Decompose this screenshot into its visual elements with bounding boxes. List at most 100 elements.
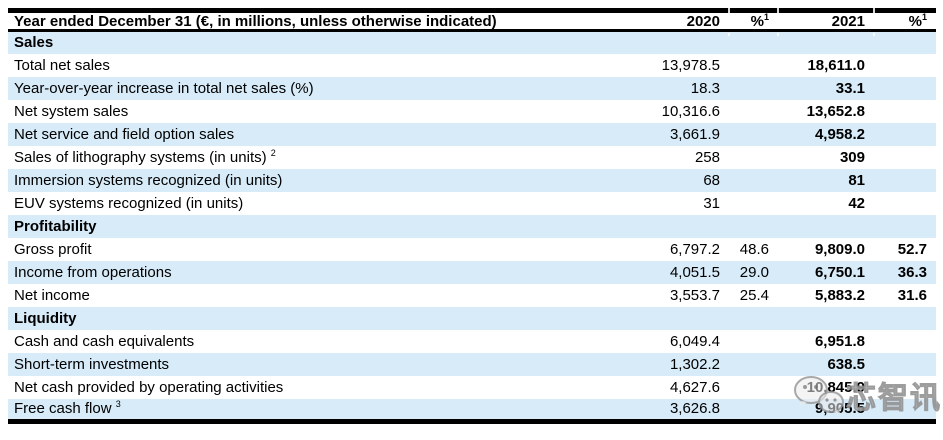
value-2021	[778, 214, 874, 238]
value-2021: 309	[839, 148, 865, 166]
pct-2020: 29.0	[729, 260, 778, 284]
value-2020: 3,626.8	[599, 398, 729, 424]
section-row: Liquidity	[8, 306, 936, 330]
value-2020: 6,797.2	[669, 240, 720, 258]
pct-2020	[729, 76, 778, 100]
pct-2020	[729, 122, 778, 146]
row-label: Liquidity	[8, 306, 599, 330]
pct-2021: 36.3	[874, 260, 936, 284]
value-2021: 9,905.5	[778, 398, 874, 424]
value-2021: 638.5	[778, 352, 874, 376]
pct-2021	[874, 122, 936, 146]
table-row: Total net sales 13,978.5 18,611.0	[8, 54, 936, 77]
value-2021: 18,611.0	[807, 56, 865, 74]
value-2021: 33.1	[778, 76, 874, 100]
value-2021: 13,652.8	[806, 102, 865, 120]
row-label: Net cash provided by operating activitie…	[14, 378, 284, 396]
value-2021: 10,845.9	[806, 378, 865, 396]
table-row: Net service and field option sales 3,661.…	[8, 122, 936, 146]
pct-2021: 31.6	[897, 286, 927, 304]
rule-gap	[873, 427, 875, 432]
value-2020: 6,049.4	[669, 332, 720, 350]
row-label: Total net sales	[14, 56, 110, 74]
footnote-marker: 3	[115, 399, 121, 410]
pct-2021	[874, 398, 936, 424]
pct-2020	[729, 214, 778, 238]
table-row: EUV systems recognized (in units) 31 42	[8, 192, 936, 215]
table-row: Sales of lithography systems (in units) …	[8, 146, 936, 169]
table-row: Year-over-year increase in total net sal…	[8, 76, 936, 100]
value-2021: 42	[848, 194, 865, 212]
pct-2021	[874, 330, 936, 353]
pct-2021	[874, 352, 936, 376]
header-period-label: Year ended December 31 (€, in millions, …	[8, 8, 599, 32]
pct-2020	[729, 376, 778, 399]
row-label: Cash and cash equivalents	[14, 332, 195, 350]
header-pct-text: %	[908, 12, 922, 30]
header-pct-text: %	[750, 12, 764, 30]
row-label: Net income	[14, 286, 90, 304]
table-row: Income from operations 4,051.5 29.0 6,750.1…	[8, 260, 936, 284]
header-2021-text: 2021	[831, 12, 865, 30]
value-2020	[599, 214, 729, 238]
footnote-marker: 1	[763, 11, 769, 22]
rule-gap	[873, 8, 875, 13]
table-row: Net system sales 10,316.6 13,652.8	[8, 100, 936, 123]
table-row: Short-term investments 1,302.2 638.5	[8, 352, 936, 376]
value-2020: 4,051.5	[599, 260, 729, 284]
value-2021: 6,750.1	[778, 260, 874, 284]
value-2020: 31	[703, 194, 720, 212]
value-2021: 5,883.2	[814, 286, 865, 304]
rule-gap	[777, 427, 779, 432]
pct-2020: 25.4	[739, 286, 769, 304]
header-col-2020: 2020	[599, 8, 729, 32]
value-2020: 3,661.9	[599, 122, 729, 146]
pct-2020	[729, 398, 778, 424]
value-2021: 81	[778, 168, 874, 192]
value-2020: 1,302.2	[599, 352, 729, 376]
pct-2021	[874, 214, 936, 238]
pct-2021	[874, 30, 936, 54]
value-2021	[778, 30, 874, 54]
pct-2021	[874, 146, 936, 169]
value-2021: 4,958.2	[778, 122, 874, 146]
pct-2020	[729, 100, 778, 123]
value-2020: 258	[694, 148, 720, 166]
table-header-row: Year ended December 31 (€, in millions, …	[8, 8, 936, 32]
pct-2021	[874, 192, 936, 215]
header-2020-text: 2020	[686, 12, 720, 30]
row-label: Sales	[8, 30, 599, 54]
table-row: Immersion systems recognized (in units) 6…	[8, 168, 936, 192]
row-label: Free cash flow 3	[8, 398, 599, 424]
rule-gap	[728, 427, 730, 432]
value-2020	[599, 306, 729, 330]
row-label: Profitability	[8, 214, 599, 238]
header-col-2021: 2021	[778, 8, 874, 32]
rule-gap	[728, 33, 730, 36]
pct-2021	[874, 100, 936, 123]
value-2020: 4,627.6	[669, 378, 720, 396]
rule-gap	[777, 33, 779, 36]
row-label: Sales of lithography systems (in units) …	[14, 147, 276, 166]
pct-2020	[729, 54, 778, 77]
pct-2020	[729, 306, 778, 330]
rule-gap	[728, 8, 730, 13]
row-label: EUV systems recognized (in units)	[14, 194, 244, 212]
pct-2020	[729, 330, 778, 353]
value-2020: 68	[599, 168, 729, 192]
table-body: Sales Total net sales 13,978.5 18,611.0 Year…	[8, 30, 936, 424]
financial-summary-table: Year ended December 31 (€, in millions, …	[8, 8, 936, 424]
footnote-marker: 2	[270, 147, 276, 158]
value-2020: 13,978.5	[661, 56, 720, 74]
pct-2021	[874, 76, 936, 100]
pct-2020	[729, 352, 778, 376]
value-2020: 3,553.7	[669, 286, 720, 304]
value-2020	[599, 30, 729, 54]
rule-gap	[873, 33, 875, 36]
rule-gap	[777, 8, 779, 13]
row-label: Gross profit	[14, 240, 92, 258]
pct-2020	[729, 30, 778, 54]
row-label: Short-term investments	[8, 352, 599, 376]
row-label: Immersion systems recognized (in units)	[8, 168, 599, 192]
